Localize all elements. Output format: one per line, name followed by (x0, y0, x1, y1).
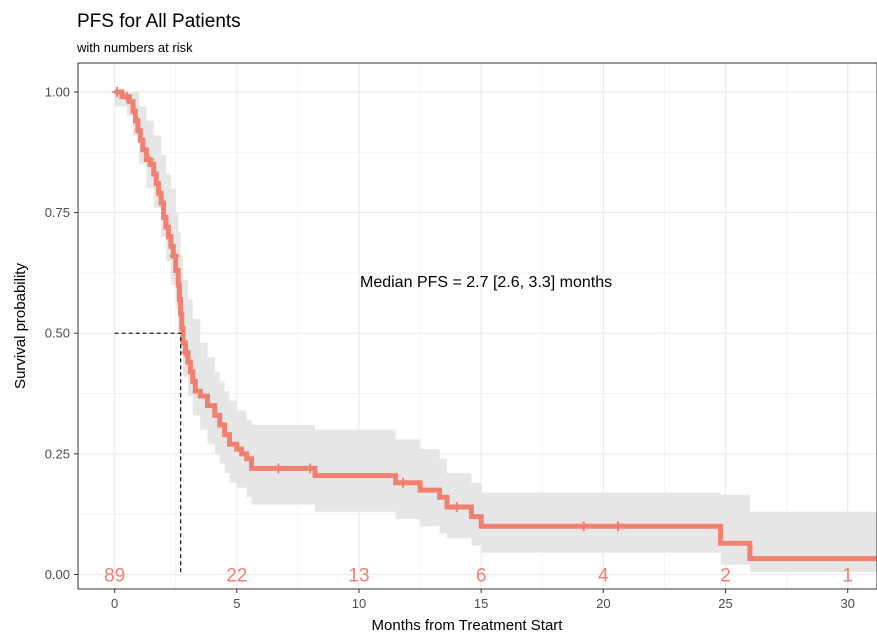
y-tick-label: 0.25 (45, 446, 70, 461)
x-tick-label: 10 (352, 596, 366, 611)
y-axis-title: Survival probability (12, 263, 29, 389)
risk-count: 1 (842, 566, 853, 587)
x-axis-title: Months from Treatment Start (372, 617, 564, 634)
median-annotation: Median PFS = 2.7 [2.6, 3.3] months (360, 274, 612, 291)
x-tick-label: 5 (233, 596, 240, 611)
y-tick-label: 0.00 (45, 567, 70, 582)
x-tick-label: 20 (596, 596, 610, 611)
x-tick-label: 30 (840, 596, 854, 611)
panel-border (77, 62, 877, 590)
x-axis: 0 5 10 15 20 25 30 (111, 589, 855, 611)
risk-count: 22 (226, 566, 247, 587)
risk-count: 13 (348, 566, 369, 587)
risk-count: 2 (720, 566, 731, 587)
numbers-at-risk: 89 22 13 6 4 2 1 (104, 566, 853, 587)
y-axis: 0.00 0.25 0.50 0.75 1.00 (45, 84, 78, 582)
chart-subtitle: with numbers at risk (76, 40, 193, 55)
chart-title: PFS for All Patients (77, 11, 241, 32)
confidence-band (114, 92, 877, 573)
x-tick-label: 0 (111, 596, 118, 611)
risk-count: 89 (104, 566, 125, 587)
median-reference-line (114, 332, 182, 575)
x-tick-label: 25 (718, 596, 732, 611)
y-tick-label: 0.50 (45, 326, 70, 341)
y-tick-label: 0.75 (45, 205, 70, 220)
risk-count: 4 (598, 566, 609, 587)
y-tick-label: 1.00 (45, 84, 70, 99)
x-tick-label: 15 (474, 596, 488, 611)
censor-marks (112, 86, 623, 532)
risk-count: 6 (476, 566, 487, 587)
